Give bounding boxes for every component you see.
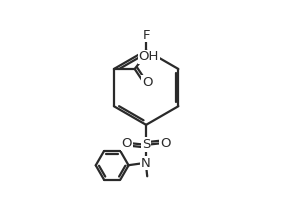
Text: O: O	[122, 137, 132, 150]
Text: O: O	[160, 137, 171, 150]
Text: S: S	[142, 138, 150, 151]
Text: N: N	[141, 157, 151, 170]
Text: F: F	[142, 28, 150, 42]
Text: O: O	[142, 76, 153, 89]
Text: OH: OH	[139, 50, 159, 64]
